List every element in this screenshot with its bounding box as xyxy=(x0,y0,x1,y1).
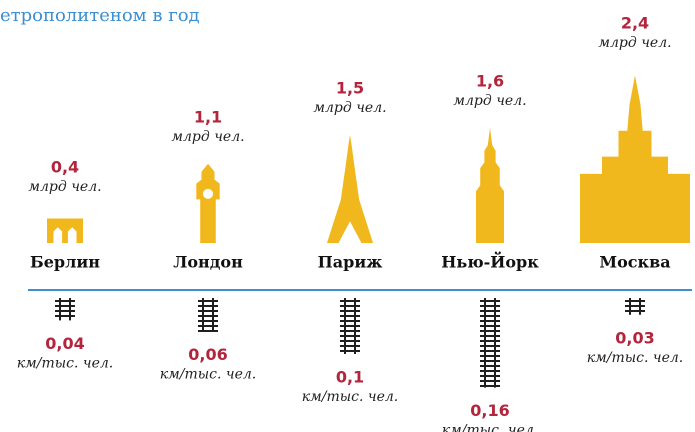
value-label: 1,1 xyxy=(194,107,222,126)
track xyxy=(198,298,218,332)
city-label: Париж xyxy=(318,253,383,272)
value-label: 0,04 xyxy=(45,334,84,353)
city-label: Берлин xyxy=(30,253,100,272)
title: етрополитеном в год xyxy=(0,5,200,26)
value-label: 0,4 xyxy=(51,158,79,177)
unit-label: млрд чел. xyxy=(28,179,101,195)
unit-label: млрд чел. xyxy=(453,93,526,109)
track xyxy=(340,298,360,354)
value-label: 2,4 xyxy=(621,14,649,33)
value-label: 1,6 xyxy=(476,71,504,90)
value-label: 0,1 xyxy=(336,368,364,387)
unit-label: км/тыс. чел. xyxy=(302,389,398,405)
landmark xyxy=(580,75,690,244)
unit-label: млрд чел. xyxy=(598,35,671,51)
unit-label: км/тыс. чел. xyxy=(17,355,113,371)
track xyxy=(625,298,645,315)
track xyxy=(480,298,500,388)
landmark xyxy=(476,127,504,243)
unit-label: млрд чел. xyxy=(171,129,244,145)
value-label: 1,5 xyxy=(336,79,364,98)
city-label: Москва xyxy=(599,253,670,272)
unit-label: км/тыс. чел. xyxy=(160,367,256,383)
value-label: 0,03 xyxy=(615,328,654,347)
city-label: Лондон xyxy=(173,253,243,272)
landmark xyxy=(196,163,220,243)
landmark xyxy=(327,135,373,243)
clock xyxy=(203,188,213,199)
landmark xyxy=(47,218,83,243)
value-label: 0,06 xyxy=(188,345,227,364)
unit-label: млрд чел. xyxy=(313,100,386,116)
city-label: Нью-Йорк xyxy=(441,251,539,272)
unit-label: км/тыс. чел. xyxy=(442,423,538,432)
unit-label: км/тыс. чел. xyxy=(587,350,683,366)
track xyxy=(55,298,75,321)
value-label: 0,16 xyxy=(470,401,509,420)
